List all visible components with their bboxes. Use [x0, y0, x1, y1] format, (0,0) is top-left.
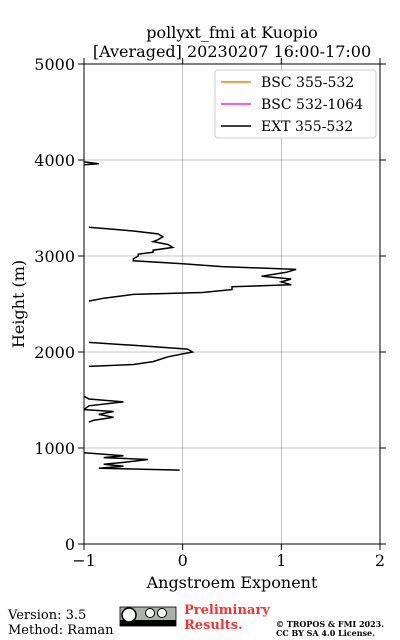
x-tick-label: 1: [276, 551, 286, 570]
y-tick-label: 5000: [34, 55, 75, 74]
cc-badge: [119, 606, 177, 627]
x-tick-label: −1: [72, 551, 96, 570]
y-axis-label: Height (m): [9, 260, 28, 348]
y-tick-label: 1000: [34, 439, 75, 458]
legend-box: [214, 69, 377, 139]
y-tick-label: 3000: [34, 247, 75, 266]
version: Version: 3.5: [7, 608, 86, 623]
chart-subtitle: [Averaged] 20230207 16:00-17:00: [93, 42, 371, 61]
y-tick-label: 0: [65, 535, 75, 554]
y-tick-label: 2000: [34, 343, 75, 362]
legend-label: EXT 355-532: [261, 119, 353, 135]
profile-line: [84, 161, 297, 471]
copyright: © TROPOS & FMI 2023.: [276, 619, 384, 629]
legend-label: BSC 532-1064: [261, 97, 363, 113]
legend-label: BSC 355-532: [261, 75, 354, 91]
method: Method: Raman: [8, 623, 114, 638]
x-tick-label: 2: [375, 551, 385, 570]
plot-frame: [83, 63, 381, 545]
license: CC BY SA 4.0 License.: [276, 628, 375, 638]
chart-title: pollyxt_fmi at Kuopio: [146, 23, 317, 42]
preliminary-notice: Preliminary Results.: [184, 603, 270, 633]
x-tick-label: 0: [178, 551, 188, 570]
y-tick-label: 4000: [34, 151, 75, 170]
x-axis-label: Angstroem Exponent: [146, 573, 318, 592]
